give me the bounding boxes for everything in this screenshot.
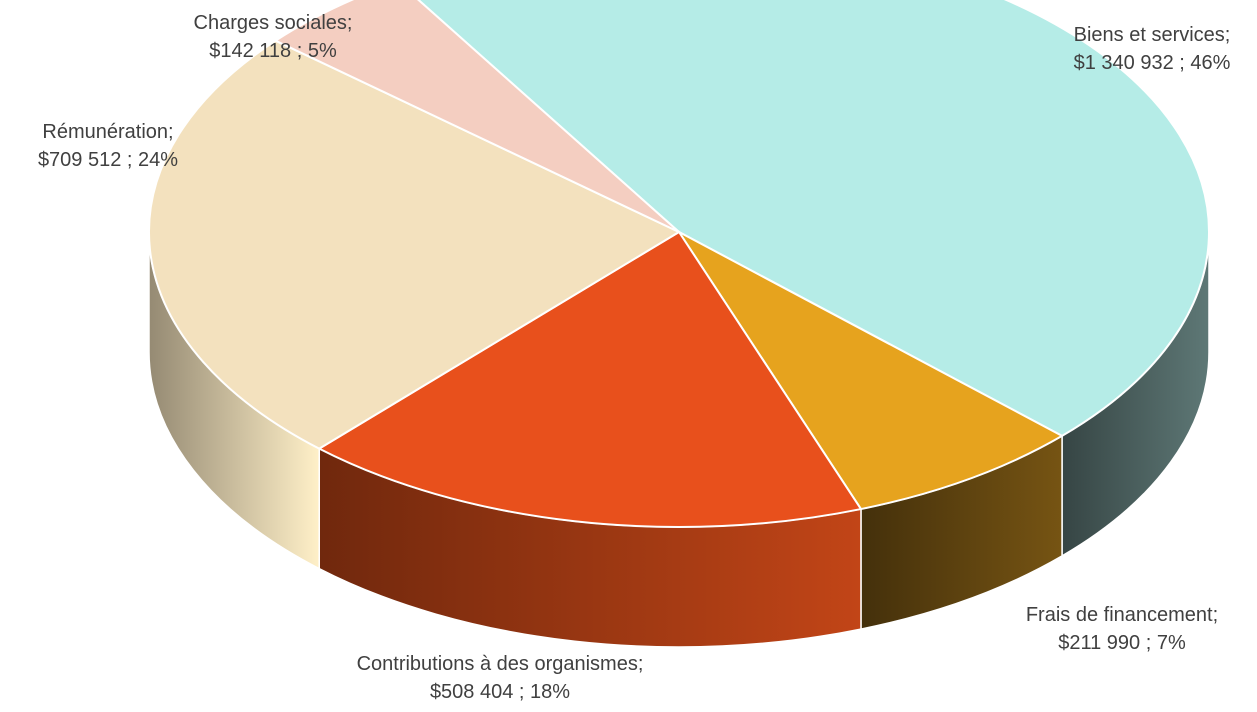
data-label-category: Contributions à des organismes;: [357, 653, 644, 675]
data-label-value: $1 340 932 ; 46%: [1074, 52, 1231, 74]
data-label-category: Charges sociales;: [194, 12, 353, 34]
data-label-contributions-a-des-organismes: Contributions à des organismes; $508 404 …: [357, 653, 644, 703]
data-label-category: Biens et services;: [1074, 24, 1231, 46]
data-label-charges-sociales: Charges sociales; $142 118 ; 5%: [194, 12, 353, 62]
data-label-value: $709 512 ; 24%: [38, 149, 178, 171]
data-label-remuneration: Rémunération; $709 512 ; 24%: [38, 121, 178, 171]
pie-slices: [148, 0, 1210, 528]
slice-frais-de-financement: [678, 231, 1064, 511]
data-labels: Biens et services; $1 340 932 ; 46% Frais …: [38, 12, 1231, 703]
data-label-category: Frais de financement;: [1026, 604, 1218, 626]
data-label-category: Rémunération;: [42, 121, 173, 143]
slice-remuneration: [148, 39, 680, 450]
data-label-value: $508 404 ; 18%: [430, 681, 570, 703]
slice-charges-sociales: [274, 0, 680, 233]
data-label-frais-de-financement: Frais de financement; $211 990 ; 7%: [1026, 604, 1218, 654]
data-label-value: $211 990 ; 7%: [1058, 632, 1186, 654]
data-label-biens-et-services: Biens et services; $1 340 932 ; 46%: [1074, 24, 1231, 74]
slice-biens-et-services: [417, 0, 1210, 437]
data-label-value: $142 118 ; 5%: [209, 40, 337, 62]
slice-contributions-a-des-organismes: [318, 231, 862, 528]
